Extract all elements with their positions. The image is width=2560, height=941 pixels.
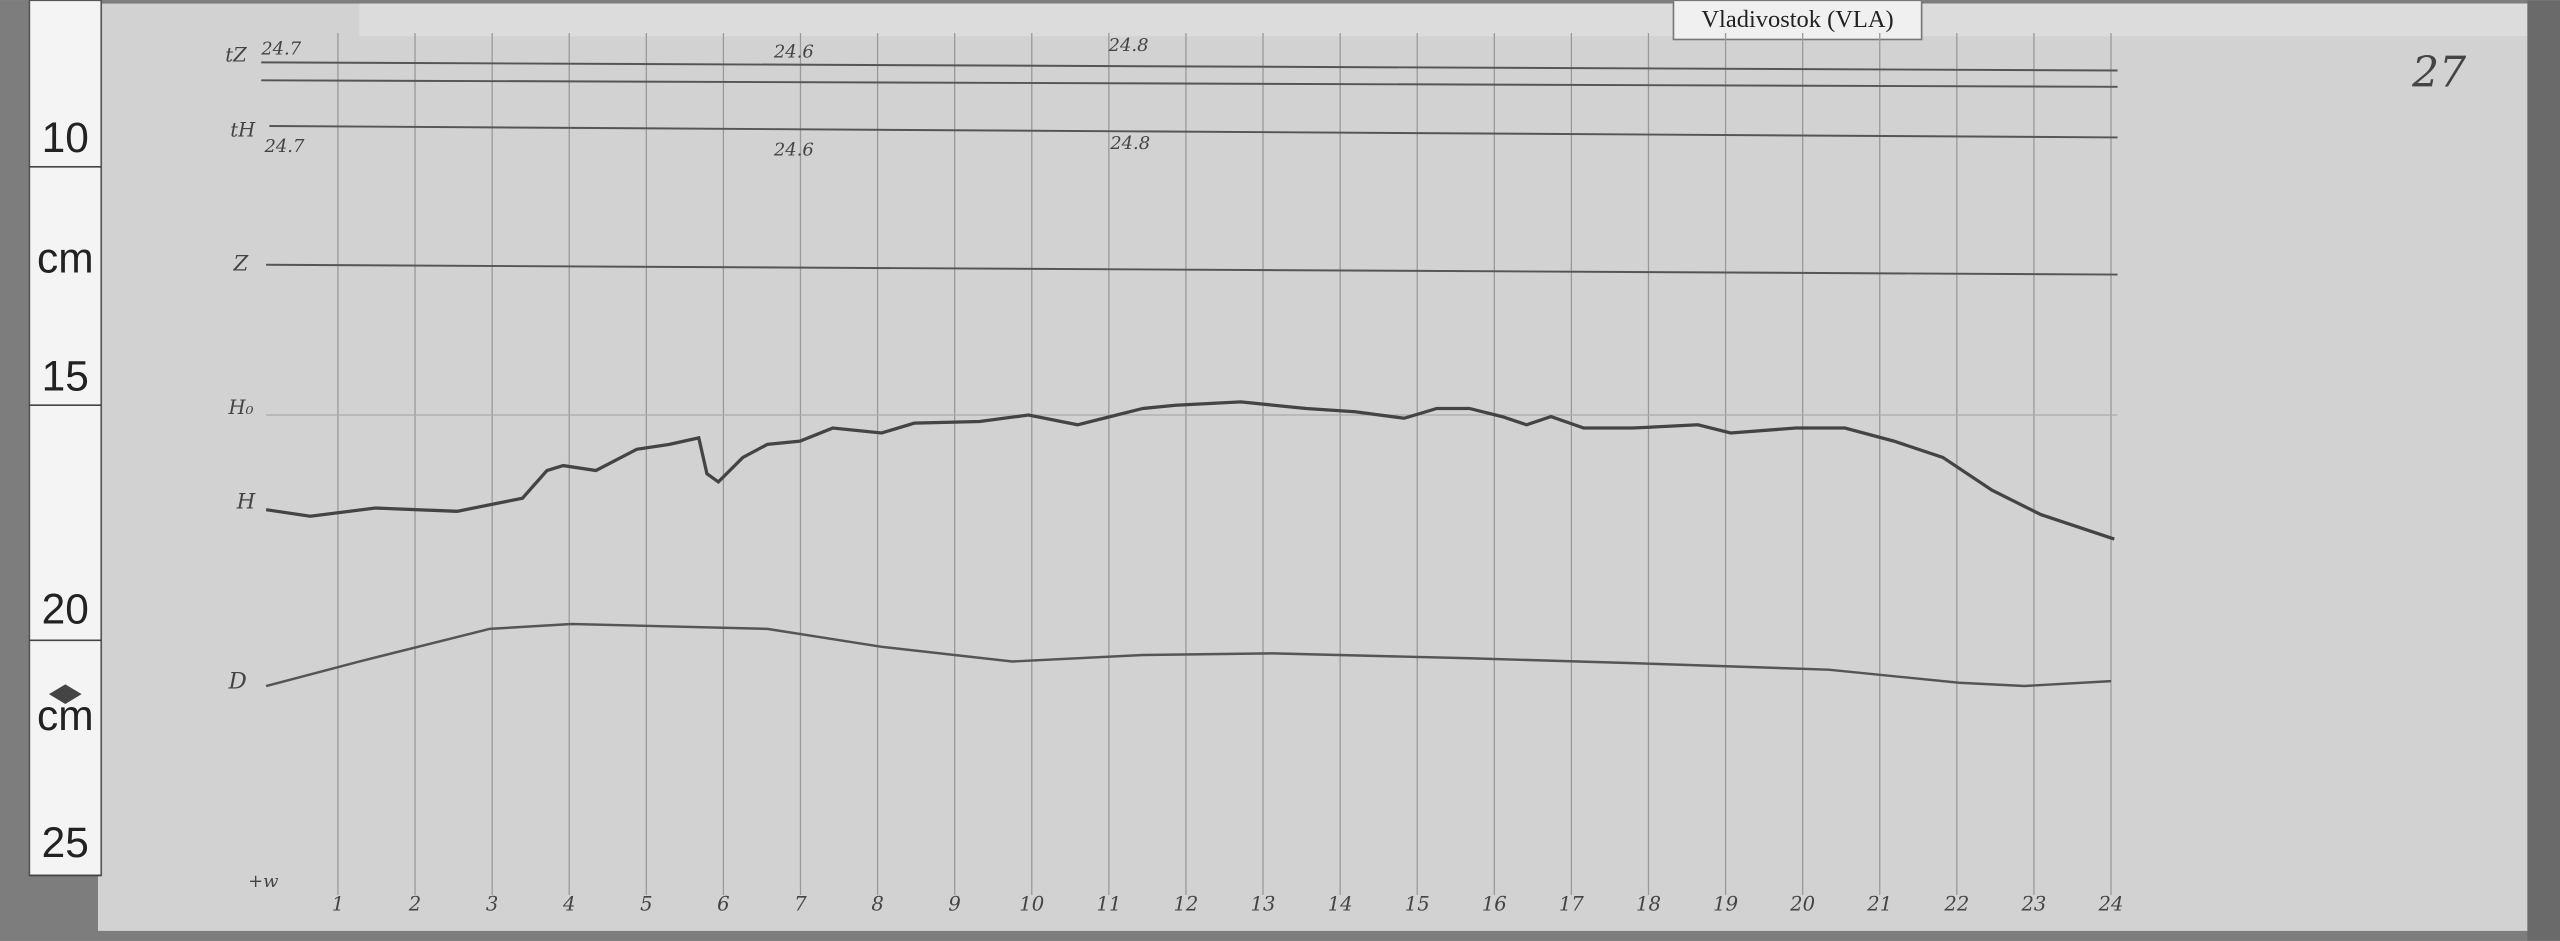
hour-label: 16 bbox=[1482, 892, 1507, 915]
temperature: 24.6 bbox=[773, 140, 814, 161]
hour-label: 1 bbox=[332, 892, 344, 915]
ruler-ticks bbox=[29, 166, 102, 877]
hour-label: 24 bbox=[2098, 892, 2124, 915]
trace-label: +w bbox=[248, 871, 278, 892]
hour-label: 3 bbox=[486, 892, 498, 915]
hour-label: 11 bbox=[1096, 892, 1121, 915]
paper-strip bbox=[359, 3, 2531, 37]
d-trace bbox=[265, 622, 2112, 688]
temperature: 24.6 bbox=[773, 42, 814, 63]
temperature: 24.7 bbox=[260, 38, 302, 59]
ruler-label: 25 bbox=[42, 819, 89, 866]
hour-grid: 1 2 3 4 5 6 7 8 9 10 11 12 13 14 15 16 17 18 19 20 21 22 23 24 bbox=[332, 32, 2124, 915]
hour-label: 22 bbox=[1943, 892, 1969, 915]
page-number: 27 bbox=[2411, 48, 2466, 97]
edge bbox=[2527, 0, 2560, 941]
hour-label: 15 bbox=[1405, 892, 1430, 915]
ruler-label: 15 bbox=[42, 352, 89, 399]
trace-label: tZ bbox=[225, 43, 247, 66]
trace-label: H bbox=[236, 490, 256, 515]
hour-label: 8 bbox=[871, 892, 883, 915]
ruler-label: cm bbox=[37, 692, 94, 739]
h-trace bbox=[265, 400, 2115, 541]
hour-label: 9 bbox=[948, 892, 960, 915]
hour-label: 14 bbox=[1328, 892, 1353, 915]
trace-label: D bbox=[228, 669, 247, 695]
hour-label: 23 bbox=[2020, 892, 2046, 915]
ruler-label: 10 bbox=[42, 114, 89, 161]
ruler bbox=[28, 0, 103, 877]
paper bbox=[97, 3, 2531, 931]
hour-label: 12 bbox=[1173, 892, 1198, 915]
hour-label: 21 bbox=[1866, 892, 1892, 915]
temperature: 24.7 bbox=[263, 136, 305, 157]
trace-label: tH bbox=[230, 118, 256, 141]
trace-label: Z bbox=[232, 251, 249, 276]
hour-label: 2 bbox=[408, 892, 421, 915]
hour-label: 17 bbox=[1559, 892, 1584, 915]
hour-label: 5 bbox=[640, 892, 652, 915]
hour-label: 13 bbox=[1251, 892, 1276, 915]
hour-label: 7 bbox=[794, 892, 807, 915]
hour-label: 20 bbox=[1789, 892, 1815, 915]
station-label: Vladivostok (VLA) bbox=[1701, 6, 1893, 33]
ruler-label: 20 bbox=[42, 586, 89, 633]
hour-label: 6 bbox=[717, 892, 729, 915]
temperature: 24.8 bbox=[1109, 133, 1150, 154]
baselines bbox=[261, 61, 2118, 416]
hour-label: 18 bbox=[1636, 892, 1661, 915]
ruler-label: cm bbox=[37, 235, 94, 282]
temperature: 24.8 bbox=[1108, 35, 1149, 56]
hour-label: 4 bbox=[562, 892, 575, 915]
hour-label: 10 bbox=[1019, 892, 1044, 915]
ruler-marker bbox=[48, 684, 82, 704]
trace-label: H₀ bbox=[228, 396, 254, 419]
hour-label: 19 bbox=[1713, 892, 1738, 915]
